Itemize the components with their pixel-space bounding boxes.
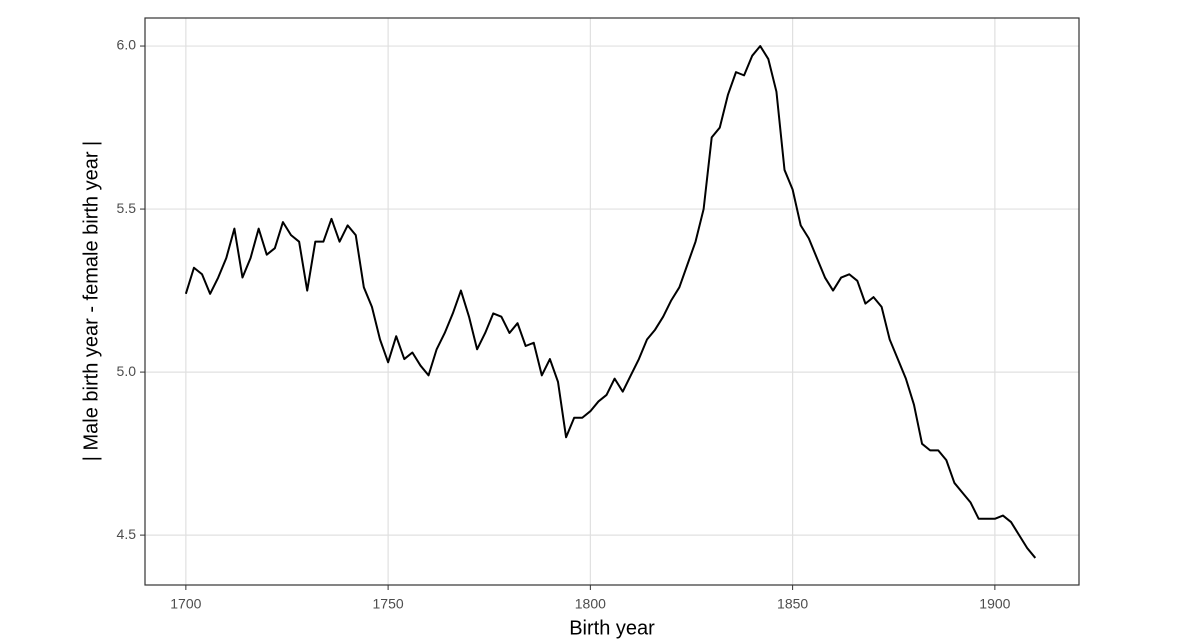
x-axis-title: Birth year bbox=[569, 617, 655, 639]
line bbox=[184, 45, 1037, 559]
x-tick-label: 1800 bbox=[575, 596, 606, 612]
y-tick-label: 5.0 bbox=[117, 363, 137, 379]
plot-border bbox=[144, 17, 1080, 586]
x-tick-label: 1850 bbox=[777, 596, 808, 612]
x-tick-label: 1750 bbox=[373, 596, 404, 612]
x-tick-label: 1900 bbox=[979, 596, 1010, 612]
y-tick-label: 5.5 bbox=[117, 200, 137, 216]
y-tick-label: 6.0 bbox=[117, 37, 137, 53]
y-tick-label: 4.5 bbox=[117, 526, 137, 542]
y-axis-title: | Male birth year - female birth year | bbox=[80, 141, 102, 462]
x-tick-label: 1700 bbox=[170, 596, 201, 612]
